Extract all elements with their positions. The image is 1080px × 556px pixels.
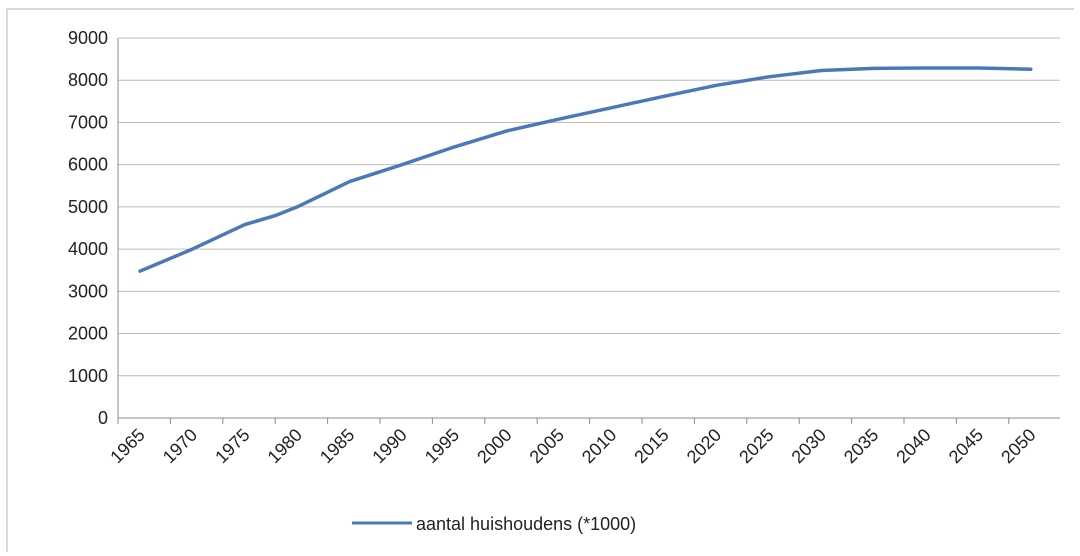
x-tick-label: 1970 [159, 425, 201, 467]
x-tick-label: 1990 [368, 425, 410, 467]
x-tick-label: 2040 [892, 425, 934, 467]
y-axis-ticks: 0 1000 2000 3000 4000 5000 6000 7000 8000 9000 [68, 28, 108, 428]
x-tick-label: 2000 [473, 425, 515, 467]
y-tick-label: 8000 [68, 70, 108, 90]
x-tick-label: 1965 [106, 425, 148, 467]
y-tick-label: 3000 [68, 281, 108, 301]
series-line [138, 66, 1033, 273]
x-tick-label: 1980 [264, 425, 306, 467]
x-tick-label: 2045 [945, 425, 987, 467]
x-tick-label: 1985 [316, 425, 358, 467]
legend-label: aantal huishoudens (*1000) [416, 514, 636, 534]
x-tick-label: 2020 [683, 425, 725, 467]
y-tick-label: 9000 [68, 28, 108, 48]
x-tick-label: 2010 [578, 425, 620, 467]
x-axis-ticks: 1965 1970 1975 1980 1985 1990 1995 2000 2005 2010… [106, 425, 1039, 467]
x-tick-label: 2030 [788, 425, 830, 467]
x-tick-label: 2035 [840, 425, 882, 467]
y-tick-label: 5000 [68, 197, 108, 217]
x-tick-label: 2015 [630, 425, 672, 467]
x-tick-label: 1975 [211, 425, 253, 467]
series-layer [138, 66, 1033, 273]
y-tick-label: 2000 [68, 324, 108, 344]
y-tick-label: 1000 [68, 366, 108, 386]
x-axis [117, 38, 1060, 424]
legend: aantal huishoudens (*1000) [352, 514, 636, 534]
x-tick-label: 1995 [421, 425, 463, 467]
chart-frame [6, 8, 1074, 552]
x-tick-label: 2005 [526, 425, 568, 467]
y-tick-label: 4000 [68, 239, 108, 259]
y-tick-label: 7000 [68, 112, 108, 132]
y-tick-label: 6000 [68, 155, 108, 175]
x-tick-label: 2025 [735, 425, 777, 467]
y-tick-label: 0 [98, 408, 108, 428]
gridlines [118, 37, 1060, 377]
x-tick-label: 2050 [997, 425, 1039, 467]
